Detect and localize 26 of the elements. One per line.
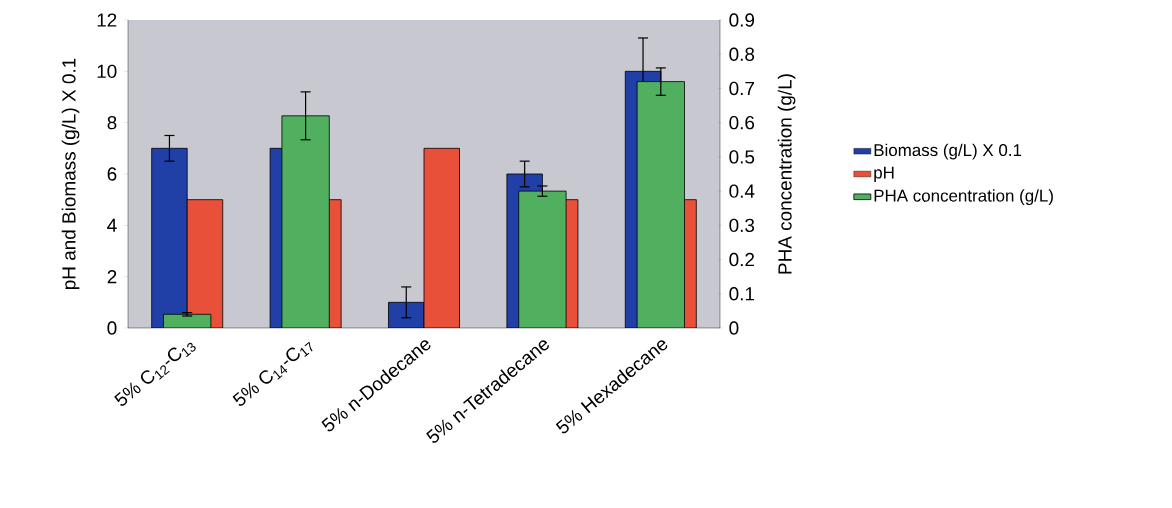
y2-tick-label: 0.6 [729,115,755,130]
bar [423,147,460,328]
y2-tick-label: 0.1 [729,287,755,301]
y2-tick-label: 0 [729,321,739,335]
y2-tick-label: 0.4 [729,184,755,198]
y-tick-label: 2 [107,270,117,284]
y2-tick-label: 0.8 [729,47,755,61]
legend-label: Biomass (g/L) X 0.1 [874,143,1022,160]
x-tick-label: 5% C$_{12}$-C$_{13}$ [114,342,196,406]
y-tick-label: 10 [97,64,117,79]
y2-tick-label: 0.3 [729,218,755,233]
y2-tick-label: 0.5 [729,150,755,164]
y-axis-title: pH and Biomass (g/L) X 0.1 [61,58,80,290]
legend-label: pH [874,166,894,182]
y-tick-label: 8 [107,115,117,130]
y2-tick-label: 0.2 [729,252,754,267]
x-tick-label: 5% C$_{14}$-C$_{17}$ [232,341,313,406]
y2-axis-title: PHA concentration (g/L) [777,74,796,274]
y-tick-label: 12 [97,13,117,27]
legend-label: PHA concentration (g/L) [874,189,1053,206]
y2-tick-label: 0.9 [729,13,755,27]
y-tick-label: 6 [107,167,117,181]
y2-tick-label: 0.7 [729,81,754,96]
bar [388,301,425,328]
y-tick-label: 0 [107,321,117,335]
y-tick-label: 4 [107,218,117,232]
